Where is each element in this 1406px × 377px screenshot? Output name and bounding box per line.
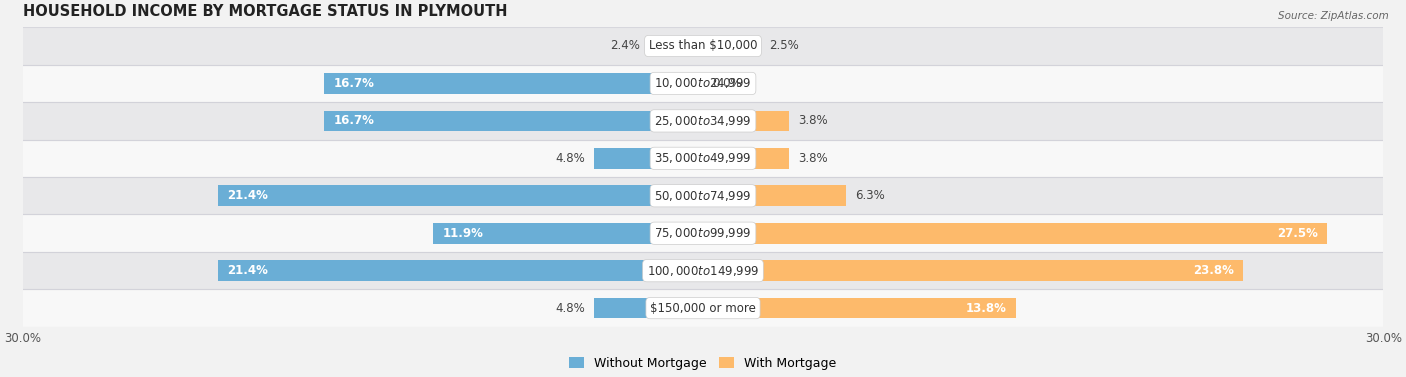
Legend: Without Mortgage, With Mortgage: Without Mortgage, With Mortgage (564, 351, 842, 374)
Text: 16.7%: 16.7% (333, 114, 374, 127)
Bar (218, 261, 703, 281)
Bar (703, 261, 1243, 281)
Bar (648, 36, 703, 56)
Bar (703, 110, 789, 131)
Text: $10,000 to $24,999: $10,000 to $24,999 (654, 77, 752, 90)
Text: $100,000 to $149,999: $100,000 to $149,999 (647, 264, 759, 278)
Bar (703, 185, 846, 206)
Text: 23.8%: 23.8% (1192, 264, 1233, 277)
Bar (325, 110, 703, 131)
Text: 13.8%: 13.8% (966, 302, 1007, 315)
Bar (22, 290, 1384, 327)
Bar (22, 102, 1384, 139)
Bar (433, 223, 703, 244)
Text: 4.8%: 4.8% (555, 302, 585, 315)
Text: 11.9%: 11.9% (443, 227, 484, 240)
Bar (22, 65, 1384, 102)
Text: Source: ZipAtlas.com: Source: ZipAtlas.com (1278, 11, 1389, 21)
Text: $35,000 to $49,999: $35,000 to $49,999 (654, 151, 752, 166)
Text: HOUSEHOLD INCOME BY MORTGAGE STATUS IN PLYMOUTH: HOUSEHOLD INCOME BY MORTGAGE STATUS IN P… (22, 4, 508, 19)
Text: 21.4%: 21.4% (226, 189, 267, 202)
Bar (22, 215, 1384, 252)
Bar (325, 73, 703, 94)
Text: 16.7%: 16.7% (333, 77, 374, 90)
Text: 21.4%: 21.4% (226, 264, 267, 277)
Text: 4.8%: 4.8% (555, 152, 585, 165)
Text: 27.5%: 27.5% (1277, 227, 1317, 240)
Text: 2.4%: 2.4% (610, 40, 640, 52)
Bar (703, 298, 1017, 319)
Bar (703, 148, 789, 169)
Bar (218, 185, 703, 206)
Text: 2.5%: 2.5% (769, 40, 799, 52)
Bar (595, 148, 703, 169)
Text: $50,000 to $74,999: $50,000 to $74,999 (654, 189, 752, 203)
Text: $75,000 to $99,999: $75,000 to $99,999 (654, 226, 752, 240)
Text: Less than $10,000: Less than $10,000 (648, 40, 758, 52)
Text: 6.3%: 6.3% (855, 189, 884, 202)
Bar (22, 252, 1384, 290)
Text: $25,000 to $34,999: $25,000 to $34,999 (654, 114, 752, 128)
Bar (22, 177, 1384, 215)
Text: 3.8%: 3.8% (799, 114, 828, 127)
Bar (22, 27, 1384, 65)
Text: 3.8%: 3.8% (799, 152, 828, 165)
Bar (703, 36, 759, 56)
Bar (595, 298, 703, 319)
Text: 0.0%: 0.0% (711, 77, 742, 90)
Bar (22, 139, 1384, 177)
Bar (703, 223, 1327, 244)
Text: $150,000 or more: $150,000 or more (650, 302, 756, 315)
